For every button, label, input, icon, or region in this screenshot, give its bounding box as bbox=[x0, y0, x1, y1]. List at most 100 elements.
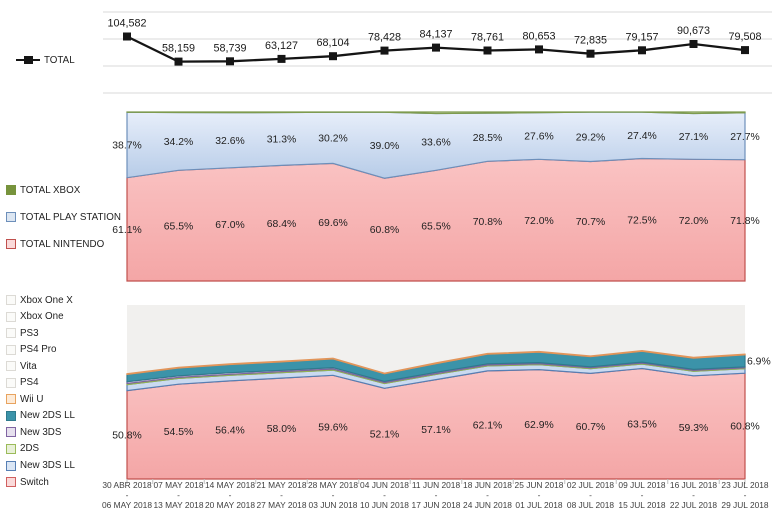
x-axis-label-line: 15 JUL 2018 bbox=[618, 499, 666, 510]
total-data-label: 79,157 bbox=[625, 31, 658, 43]
total-marker bbox=[535, 45, 543, 54]
legend-label: PS3 bbox=[20, 327, 39, 339]
x-axis-label: 23 JUL 2018-29 JUL 2018 bbox=[715, 480, 775, 510]
total-marker bbox=[432, 43, 440, 52]
x-axis-label-line: - bbox=[434, 489, 438, 500]
legend-swatch-icon bbox=[6, 295, 16, 305]
x-axis-label: 11 JUN 2018-17 JUN 2018 bbox=[406, 480, 466, 510]
switch-share-label: 60.7% bbox=[576, 422, 605, 433]
x-axis-label-line: 23 JUL 2018 bbox=[721, 480, 769, 490]
total-play-station-share-label: 27.6% bbox=[524, 132, 553, 143]
x-axis-label-line: 03 JUN 2018 bbox=[308, 499, 358, 510]
switch-share-label: 54.5% bbox=[164, 427, 193, 438]
x-axis-label: 28 MAY 2018-03 JUN 2018 bbox=[303, 480, 363, 510]
legend-swatch-icon bbox=[6, 239, 16, 249]
switch-share-label: 56.4% bbox=[215, 426, 244, 437]
legend-item-total-play-station: TOTAL PLAY STATION bbox=[6, 211, 121, 223]
legend-item-total: TOTAL bbox=[16, 54, 75, 66]
legend-label: TOTAL XBOX bbox=[20, 184, 81, 196]
total-data-label: 90,673 bbox=[677, 25, 710, 37]
switch-share-label: 62.1% bbox=[473, 421, 502, 432]
legend-label: Switch bbox=[20, 476, 49, 488]
legend-item-wii-u: Wii U bbox=[6, 393, 43, 405]
legend-swatch-icon bbox=[6, 394, 16, 405]
x-axis-label-line: 20 MAY 2018 bbox=[205, 499, 255, 510]
x-axis-label-line: 17 JUN 2018 bbox=[411, 499, 461, 510]
legend-label: Vita bbox=[20, 360, 37, 372]
total-nintendo-share-label: 65.5% bbox=[421, 221, 450, 232]
legend-item-ps4-pro: PS4 Pro bbox=[6, 344, 57, 356]
legend-item-switch: Switch bbox=[6, 476, 49, 488]
x-axis-label-line: - bbox=[228, 489, 232, 500]
x-axis-label: 14 MAY 2018-20 MAY 2018 bbox=[200, 480, 260, 510]
total-play-station-share-label: 27.7% bbox=[730, 132, 759, 143]
total-play-station-share-label: 27.1% bbox=[679, 132, 708, 143]
total-data-label: 79,508 bbox=[728, 31, 761, 43]
total-marker bbox=[586, 49, 595, 58]
switch-share-label: 59.3% bbox=[679, 423, 708, 434]
x-axis-label: 30 ABR 2018-06 MAY 2018 bbox=[97, 480, 157, 510]
total-play-station-share-label: 31.3% bbox=[267, 135, 296, 146]
legend-swatch-icon bbox=[6, 460, 16, 471]
total-play-station-share-label: 28.5% bbox=[473, 133, 502, 144]
legend-swatch-icon bbox=[6, 443, 16, 454]
total-play-station-share-label: 34.2% bbox=[164, 137, 193, 148]
total-data-label: 68,104 bbox=[316, 37, 349, 49]
x-axis-label-line: - bbox=[640, 489, 644, 500]
total-marker bbox=[277, 54, 286, 63]
x-axis-label-line: 27 MAY 2018 bbox=[256, 499, 307, 510]
x-axis-label: 18 JUN 2018-24 JUN 2018 bbox=[458, 480, 518, 510]
legend-item-2ds: 2DS bbox=[6, 443, 39, 455]
legend-label: TOTAL bbox=[44, 54, 75, 66]
legend-label: Xbox One X bbox=[20, 294, 73, 306]
legend-item-new-3ds: New 3DS bbox=[6, 426, 61, 438]
total-data-label: 84,137 bbox=[419, 29, 452, 41]
x-axis-label-line: 25 JUN 2018 bbox=[514, 480, 564, 490]
switch-share-label: 52.1% bbox=[370, 429, 399, 440]
total-play-station-share-label: 27.4% bbox=[627, 131, 656, 142]
switch-share-label: 50.8% bbox=[112, 430, 141, 441]
legend-label: 2DS bbox=[20, 443, 40, 455]
legend-swatch-icon bbox=[6, 377, 16, 388]
legend-swatch-icon bbox=[6, 361, 16, 372]
x-axis-label-line: - bbox=[743, 489, 747, 500]
switch-share-label: 57.1% bbox=[421, 425, 450, 436]
others-area bbox=[127, 305, 745, 374]
total-play-station-share-label: 39.0% bbox=[370, 141, 399, 152]
legend-item-total-nintendo: TOTAL NINTENDO bbox=[6, 238, 104, 250]
total-marker bbox=[638, 46, 646, 55]
switch-share-label: 62.9% bbox=[524, 420, 553, 431]
total-marker bbox=[689, 40, 698, 48]
legend-swatch-icon bbox=[6, 311, 16, 322]
legend-label: New 3DS LL bbox=[20, 460, 75, 471]
total-data-label: 78,761 bbox=[471, 32, 504, 44]
total-nintendo-share-label: 72.0% bbox=[524, 216, 553, 227]
total-data-label: 104,582 bbox=[107, 18, 146, 30]
total-nintendo-share-label: 60.8% bbox=[370, 225, 399, 236]
total-data-label: 58,159 bbox=[162, 43, 195, 55]
total-marker bbox=[123, 32, 131, 41]
legend-label: Xbox One bbox=[20, 311, 64, 323]
legend-swatch-icon bbox=[6, 477, 16, 488]
x-axis-label-line: 11 JUN 2018 bbox=[411, 480, 461, 490]
total-marker bbox=[483, 46, 492, 55]
legend-swatch-icon bbox=[6, 212, 16, 222]
legend-item-ps3: PS3 bbox=[6, 327, 39, 339]
total-nintendo-share-label: 71.8% bbox=[730, 216, 759, 227]
total-nintendo-share-label: 69.6% bbox=[318, 218, 347, 229]
x-axis-label-line: 07 MAY 2018 bbox=[153, 480, 204, 490]
x-axis-label: 09 JUL 2018-15 JUL 2018 bbox=[612, 480, 672, 510]
x-axis-label-line: 28 MAY 2018 bbox=[308, 480, 358, 490]
total-play-station-share-label: 30.2% bbox=[318, 134, 347, 145]
total-nintendo-share-label: 70.7% bbox=[576, 217, 605, 228]
x-axis-label: 25 JUN 2018-01 JUL 2018 bbox=[509, 480, 569, 510]
legend-label: TOTAL PLAY STATION bbox=[20, 211, 121, 223]
total-data-label: 78,428 bbox=[368, 32, 401, 44]
legend-label: Wii U bbox=[20, 393, 44, 405]
legend-item-xbox-one: Xbox One bbox=[6, 311, 64, 323]
legend-label: PS4 Pro bbox=[20, 344, 57, 356]
wii-u-area bbox=[126, 349, 746, 376]
total-nintendo-share-label: 67.0% bbox=[215, 220, 244, 231]
x-axis-label-line: 30 ABR 2018 bbox=[102, 480, 152, 490]
